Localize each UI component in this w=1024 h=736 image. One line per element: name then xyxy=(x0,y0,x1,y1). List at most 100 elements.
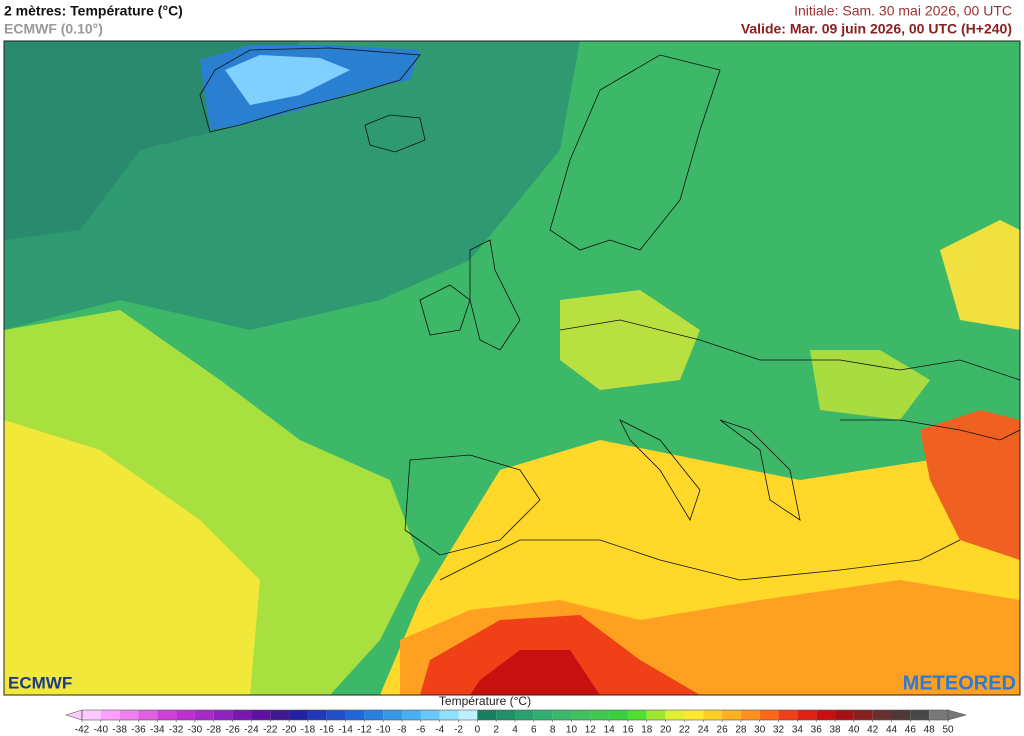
sahara-hottest xyxy=(470,650,600,695)
colorbar-swatch xyxy=(477,710,497,720)
colorbar-tick-label: 8 xyxy=(550,725,556,736)
colorbar-swatch xyxy=(910,710,930,720)
central-europe-warm xyxy=(560,290,700,390)
colorbar-tick-label: 48 xyxy=(924,725,936,736)
colorbar-tick-label: 44 xyxy=(886,725,898,736)
colorbar-tick-label: -14 xyxy=(338,725,353,736)
colorbar-swatch xyxy=(740,710,760,720)
colorbar-tick-label: 20 xyxy=(660,725,672,736)
valid-time: Valide: Mar. 09 juin 2026, 00 UTC (H+240… xyxy=(741,21,1012,37)
colorbar-swatch xyxy=(326,710,346,720)
colorbar-tick-label: -10 xyxy=(376,725,391,736)
colorbar-tick-label: 4 xyxy=(512,725,518,736)
colorbar: -42 -40 -38 -36 -34 -32 -30 -28 -26 -24 -22 -20 -18-… xyxy=(64,709,968,736)
colorbar-tick-label: 26 xyxy=(717,725,729,736)
colorbar-tick-label: -36 xyxy=(131,725,146,736)
colorbar-swatch xyxy=(383,710,403,720)
colorbar-tick-label: -16 xyxy=(320,725,335,736)
colorbar-tick-label: 6 xyxy=(531,725,537,736)
colorbar-tick-label: -34 xyxy=(150,725,165,736)
colorbar-swatch xyxy=(194,710,214,720)
colorbar-swatch xyxy=(439,710,459,720)
colorbar-under xyxy=(64,709,83,721)
colorbar-tick-label: -38 xyxy=(112,725,127,736)
colorbar-swatch xyxy=(703,710,723,720)
colorbar-swatch xyxy=(929,710,948,720)
colorbar-tick-label: -6 xyxy=(416,725,425,736)
subtropical-west xyxy=(4,420,260,695)
east-warm xyxy=(940,220,1020,330)
colorbar-swatch xyxy=(270,710,290,720)
colorbar-tick-label: 16 xyxy=(622,725,634,736)
colorbar-tick-label: -4 xyxy=(435,725,444,736)
colorbar-tick-label: 42 xyxy=(867,725,879,736)
colorbar-tick-label: -20 xyxy=(282,725,297,736)
colorbar-swatch xyxy=(213,710,233,720)
colorbar-tick-label: 18 xyxy=(641,725,653,736)
colorbar-swatch xyxy=(157,710,177,720)
colorbar-swatch xyxy=(232,710,252,720)
temperature-map xyxy=(4,41,1020,695)
colorbar-over xyxy=(947,709,968,721)
map-frame xyxy=(3,40,1021,696)
init-time: Initiale: Sam. 30 mai 2026, 00 UTC xyxy=(794,3,1012,19)
colorbar-swatch xyxy=(119,710,139,720)
colorbar-swatch xyxy=(759,710,779,720)
colorbar-tick-label: 36 xyxy=(811,725,823,736)
colorbar-tick-label: -40 xyxy=(94,725,109,736)
colorbar-swatch xyxy=(797,710,817,720)
map-subtitle: ECMWF (0.10°) xyxy=(4,21,103,37)
colorbar-swatch xyxy=(891,710,911,720)
colorbar-tick-label: -18 xyxy=(301,725,316,736)
colorbar-swatch xyxy=(515,710,534,720)
colorbar-swatch xyxy=(835,710,854,720)
colorbar-swatch xyxy=(816,710,836,720)
colorbar-tick-label: 10 xyxy=(566,725,578,736)
colorbar-tick-label: -24 xyxy=(244,725,259,736)
colorbar-swatch xyxy=(458,710,478,720)
colorbar-tick-label: -12 xyxy=(357,725,372,736)
colorbar-tick-label: 30 xyxy=(754,725,766,736)
colorbar-swatch xyxy=(533,710,553,720)
colorbar-swatch xyxy=(853,710,873,720)
colorbar-swatch xyxy=(627,710,647,720)
colorbar-tick-label: 34 xyxy=(792,725,804,736)
map-title: 2 mètres: Température (°C) xyxy=(4,3,183,19)
colorbar-swatch xyxy=(722,710,741,720)
colorbar-tick-label: 12 xyxy=(585,725,597,736)
colorbar-tick-label: -28 xyxy=(207,725,222,736)
colorbar-swatch xyxy=(872,710,892,720)
colorbar-tick-label: 32 xyxy=(773,725,785,736)
colorbar-tick-label: -42 xyxy=(75,725,90,736)
colorbar-label: Température (°C) xyxy=(439,694,531,708)
colorbar-tick-label: 46 xyxy=(905,725,917,736)
colorbar-tick-label: -22 xyxy=(263,725,278,736)
colorbar-tick-label: 24 xyxy=(698,725,710,736)
colorbar-swatch xyxy=(82,710,101,720)
colorbar-tick-label: -8 xyxy=(398,725,407,736)
meteored-logo: METEORED xyxy=(903,672,1016,694)
colorbar-swatch xyxy=(646,710,666,720)
colorbar-swatch xyxy=(289,710,308,720)
colorbar-swatch xyxy=(251,710,271,720)
ecmwf-logo: ECMWF xyxy=(8,673,72,692)
colorbar-swatch xyxy=(364,710,384,720)
colorbar-swatch xyxy=(778,710,798,720)
colorbar-swatch xyxy=(100,710,120,720)
colorbar-swatch xyxy=(609,710,628,720)
colorbar-swatch xyxy=(590,710,610,720)
greenland-core xyxy=(225,55,350,105)
colorbar-tick-label: 14 xyxy=(604,725,616,736)
colorbar-tick-label: 2 xyxy=(493,725,499,736)
coastlines xyxy=(199,47,1020,581)
colorbar-swatch xyxy=(571,710,591,720)
colorbar-tick-label: -2 xyxy=(454,725,463,736)
colorbar-tick-label: 0 xyxy=(475,725,481,736)
colorbar-tick-label: 40 xyxy=(848,725,860,736)
colorbar-tick-label: 22 xyxy=(679,725,691,736)
colorbar-swatch xyxy=(176,710,195,720)
colorbar-tick-label: 38 xyxy=(829,725,841,736)
colorbar-swatch xyxy=(496,710,515,720)
colorbar-swatch xyxy=(345,710,365,720)
